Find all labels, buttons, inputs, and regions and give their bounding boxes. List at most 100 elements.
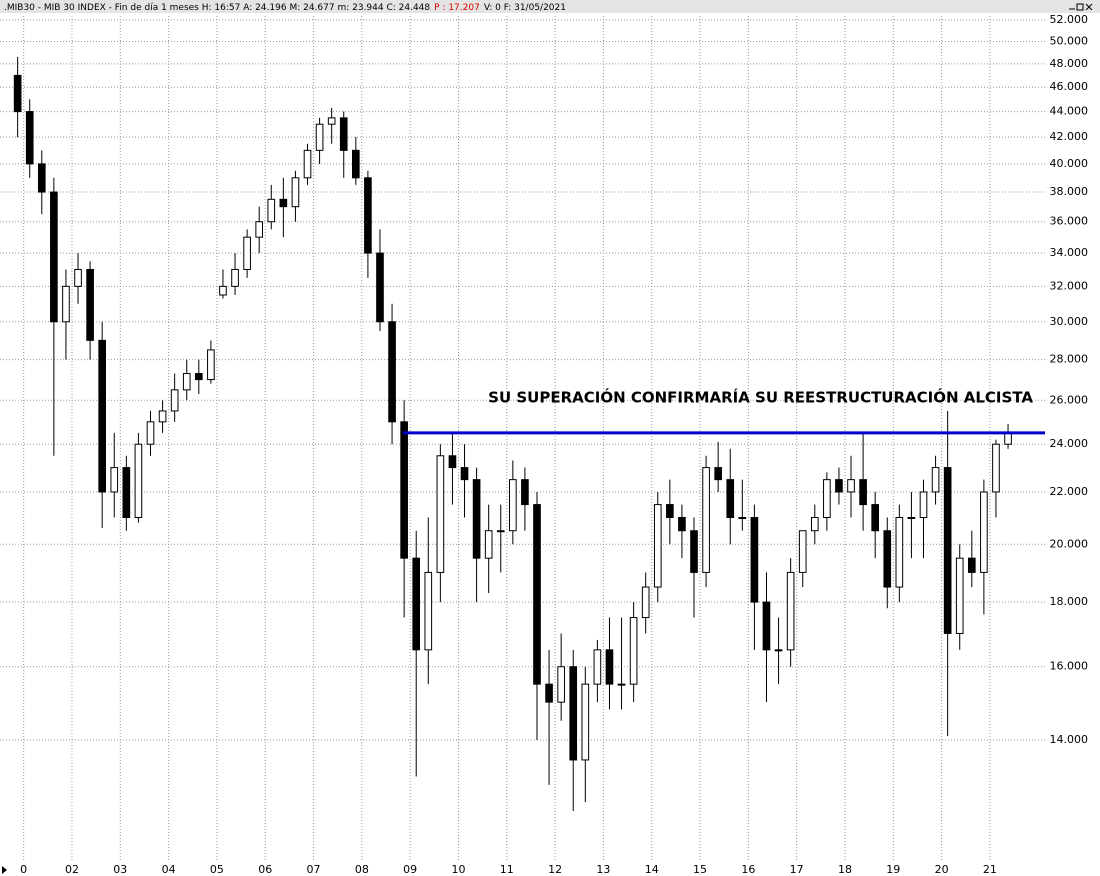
candle-body: [521, 479, 529, 506]
candle-body: [907, 516, 916, 519]
candle-body: [496, 530, 505, 533]
candle-body: [750, 516, 759, 603]
x-tick-label: 09: [403, 863, 417, 876]
candle-body: [62, 285, 70, 323]
y-tick-label: 14.000: [1050, 733, 1089, 746]
candle-body: [243, 236, 251, 270]
candle-body: [992, 443, 1000, 493]
candle-body: [412, 557, 421, 651]
y-tick-label: 18.000: [1050, 595, 1089, 608]
header-right: V: 0 F: 31/05/2021: [484, 3, 566, 13]
candle-body: [86, 268, 94, 341]
header-left: .MIB30 - MIB 30 INDEX - Fin de día 1 mes…: [4, 3, 430, 13]
y-tick-label: 40.000: [1050, 157, 1089, 170]
candle-body: [122, 467, 131, 518]
candle-body: [786, 571, 795, 651]
y-tick-label: 22.000: [1050, 485, 1089, 498]
candle-body: [509, 479, 517, 532]
candle-body: [871, 504, 880, 532]
x-tick-label: 18: [838, 863, 852, 876]
candle-body: [74, 268, 82, 287]
candle-body: [1004, 432, 1012, 445]
candle-body: [424, 571, 433, 651]
x-tick-label: 04: [162, 863, 176, 876]
candle-body: [182, 373, 191, 391]
x-tick-label: 13: [596, 863, 610, 876]
candle-body: [303, 149, 312, 179]
annotation: SU SUPERACIÓN CONFIRMARÍA SU REESTRUCTUR…: [488, 388, 1033, 407]
candle-body: [255, 221, 264, 238]
y-tick-label: 32.000: [1050, 279, 1089, 292]
candle-body: [448, 455, 457, 469]
candle-body: [738, 516, 747, 519]
y-tick-label: 16.000: [1050, 660, 1089, 673]
candle-body: [581, 683, 590, 761]
candle-body: [859, 479, 867, 506]
candle-body: [436, 455, 445, 573]
candle-body: [207, 349, 215, 381]
candle-body: [267, 198, 276, 223]
x-tick-label: 16: [741, 863, 755, 876]
candle-body: [835, 479, 843, 493]
candle-body: [98, 339, 107, 493]
y-tick-label: 38.000: [1050, 185, 1089, 198]
candle-body: [980, 491, 988, 573]
candle-body: [690, 530, 698, 573]
x-tick-label: 03: [113, 863, 127, 876]
candle-body: [170, 389, 179, 412]
y-tick-label: 46.000: [1050, 80, 1089, 93]
candle-body: [388, 321, 396, 423]
window-controls[interactable]: [1069, 3, 1093, 11]
x-tick-label: 14: [645, 863, 659, 876]
candle-body: [641, 586, 650, 619]
candle-body: [533, 504, 541, 685]
candle-body: [919, 491, 928, 518]
candle-body: [194, 373, 203, 381]
maximize[interactable]: [1076, 3, 1084, 11]
x-tick-label: 0: [20, 863, 27, 876]
x-tick-label: 19: [886, 863, 900, 876]
candle-body: [279, 198, 288, 208]
candle-body: [714, 467, 722, 481]
x-tick-label: 15: [693, 863, 707, 876]
candle-body: [931, 467, 940, 493]
candle-body: [158, 410, 167, 423]
header-bar: [0, 0, 1100, 13]
candle-body: [823, 479, 831, 518]
y-tick-label: 52.000: [1050, 13, 1089, 26]
x-tick-label: 05: [210, 863, 224, 876]
y-tick-label: 26.000: [1050, 393, 1089, 406]
y-tick-label: 48.000: [1050, 57, 1089, 70]
candle-body: [678, 516, 686, 532]
candle-body: [629, 617, 638, 685]
scroll-icon[interactable]: [2, 866, 7, 874]
y-tick-label: 34.000: [1050, 246, 1089, 259]
candles: [13, 57, 1045, 812]
x-tick-label: 11: [500, 863, 514, 876]
x-tick-label: 08: [355, 863, 369, 876]
candle-body: [219, 285, 227, 296]
close[interactable]: [1085, 3, 1093, 11]
grid: 52.000 50.000 48.000 46.000 44.000 42.000 40.0…: [0, 13, 1088, 876]
candle-body: [666, 504, 674, 518]
candle-body: [762, 601, 771, 651]
candle-body: [472, 479, 481, 559]
candle-body: [569, 666, 578, 761]
header-highlight: P : 17.207: [434, 3, 480, 13]
candle-body: [798, 530, 807, 573]
candle-body: [810, 516, 819, 532]
y-tick-label: 44.000: [1050, 105, 1089, 118]
y-tick-label: 42.000: [1050, 130, 1089, 143]
candle-body: [883, 530, 892, 588]
x-tick-label: 10: [451, 863, 465, 876]
candle-body: [702, 467, 710, 573]
y-tick-label: 20.000: [1050, 537, 1089, 550]
x-tick-label: 06: [258, 863, 272, 876]
candle-body: [37, 163, 46, 193]
y-tick-label: 28.000: [1050, 353, 1089, 366]
candle-body: [955, 557, 964, 634]
candle-body: [352, 149, 360, 179]
candle-body: [557, 666, 565, 703]
